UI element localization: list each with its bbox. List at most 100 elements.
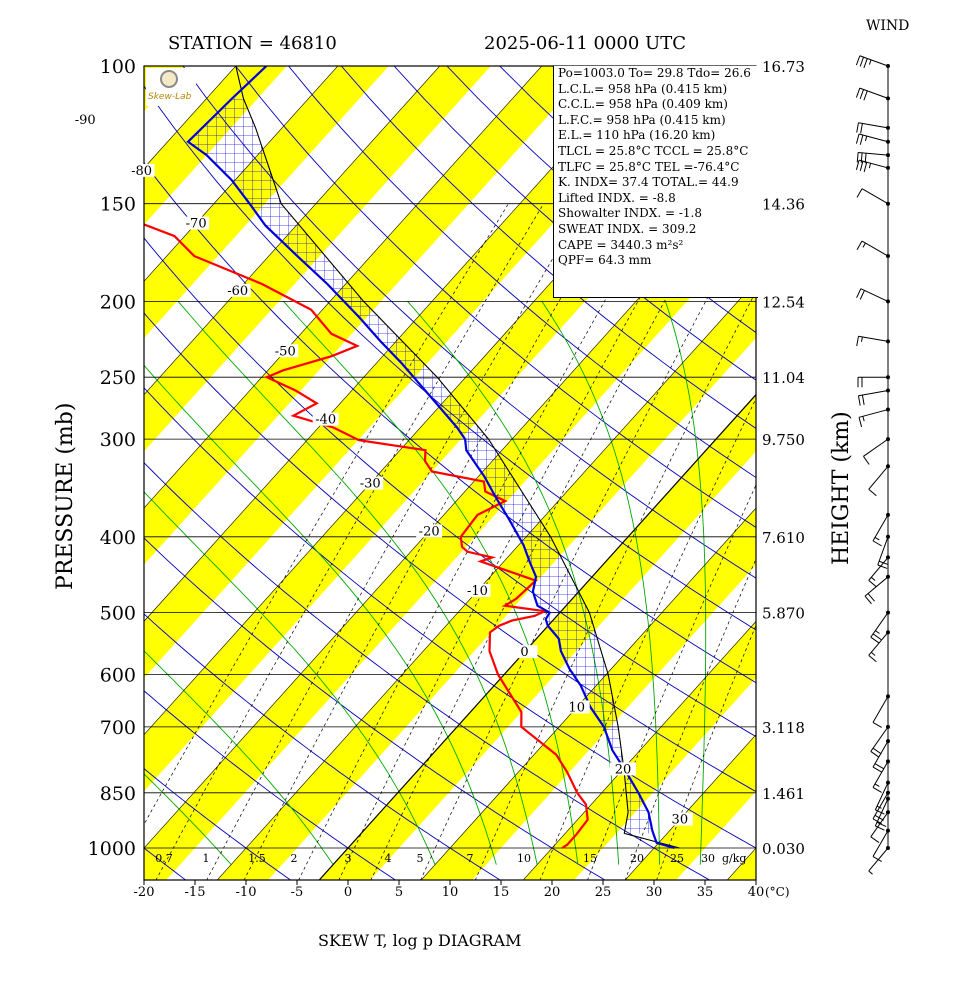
mixing-ratio-label: 30 bbox=[701, 852, 715, 865]
mixing-ratio-line bbox=[144, 203, 509, 826]
mixing-ratio-label: 2 bbox=[291, 852, 298, 865]
wind-barb-flag bbox=[860, 123, 863, 134]
isotherm-label-bg bbox=[183, 216, 210, 230]
wind-barb bbox=[870, 610, 890, 644]
x-unit-label: (°C) bbox=[765, 885, 790, 899]
wind-barb bbox=[870, 724, 890, 758]
isotherm-label: -60 bbox=[227, 284, 248, 299]
wind-barb-flag bbox=[856, 288, 862, 299]
moist-adiabat bbox=[541, 301, 660, 865]
x-tick-label: 5 bbox=[395, 885, 403, 900]
dry-adiabat bbox=[182, 66, 756, 579]
wind-barb bbox=[872, 828, 890, 862]
wind-barb-staff bbox=[861, 188, 889, 205]
mixing-ratio-line bbox=[370, 203, 719, 880]
wind-barb bbox=[868, 630, 890, 663]
index-line: SWEAT INDX. = 309.2 bbox=[558, 221, 697, 236]
mixing-ratio-label: 25 bbox=[670, 852, 684, 865]
wind-barb-flag bbox=[875, 809, 885, 815]
isotherm-label: -50 bbox=[275, 344, 296, 359]
wind-barb bbox=[856, 288, 890, 304]
cape-area bbox=[191, 98, 654, 834]
height-label: 16.73 bbox=[762, 58, 805, 76]
isotherm-line bbox=[144, 66, 543, 509]
isotherm-label-bg bbox=[511, 645, 538, 659]
wind-barb-staff bbox=[872, 792, 889, 820]
wind-barb-flag bbox=[855, 160, 860, 170]
wind-barb bbox=[872, 739, 890, 773]
wind-barb-staff bbox=[870, 612, 889, 638]
temperature-trace bbox=[186, 66, 675, 850]
wind-barb-flag bbox=[856, 240, 863, 250]
wind-barb bbox=[874, 796, 890, 831]
wind-barb-staff bbox=[868, 465, 889, 490]
pressure-label: 600 bbox=[100, 665, 136, 687]
isotherm-band bbox=[0, 30, 13, 880]
isotherm-label: -90 bbox=[75, 113, 96, 128]
wind-barb-staff bbox=[872, 696, 889, 723]
dry-adiabat bbox=[235, 66, 756, 528]
height-label: 0.030 bbox=[762, 840, 805, 858]
wind-barb-flag bbox=[863, 58, 868, 69]
wind-barb-flag bbox=[872, 786, 882, 793]
wind-barb-flag bbox=[874, 536, 880, 541]
mixing-ratio-label: 1 bbox=[203, 852, 210, 865]
pressure-label: 150 bbox=[100, 194, 136, 216]
isotherm-label-bg bbox=[464, 584, 491, 598]
wind-barb bbox=[856, 122, 890, 134]
wind-barb-flag bbox=[870, 836, 880, 843]
dry-adiabat bbox=[144, 768, 292, 880]
dry-adiabat bbox=[288, 66, 756, 479]
wind-barb-flag bbox=[875, 825, 885, 831]
wind-barb-flag bbox=[856, 188, 863, 198]
mixing-ratio-label: 5 bbox=[417, 852, 424, 865]
wind-barb-flag bbox=[874, 763, 884, 770]
wind-barb-flag bbox=[855, 133, 860, 144]
wind-barb-flag bbox=[870, 576, 876, 581]
wind-barb bbox=[855, 159, 890, 173]
wind-barb-staff bbox=[858, 335, 889, 342]
wind-barb-flag bbox=[856, 336, 859, 347]
wind-barb bbox=[855, 55, 890, 69]
height-label: 12.54 bbox=[762, 293, 805, 311]
wind-barb-flag bbox=[872, 747, 882, 755]
index-line: L.F.C.= 958 hPa (0.415 km) bbox=[558, 112, 726, 127]
isotherm-label-bg bbox=[312, 412, 339, 426]
x-tick-label: 30 bbox=[646, 885, 663, 900]
seal-icon bbox=[160, 70, 178, 88]
dewpoint-trace bbox=[144, 223, 589, 849]
wind-barb bbox=[858, 407, 890, 428]
x-tick-label: 15 bbox=[493, 885, 510, 900]
moist-adiabat bbox=[283, 301, 579, 865]
isotherm-label-bg bbox=[72, 113, 99, 127]
isotherm-band bbox=[144, 168, 756, 880]
wind-barb-flag bbox=[856, 122, 859, 133]
mixing-ratio-label: 20 bbox=[630, 852, 644, 865]
isotherm-label: -20 bbox=[419, 524, 440, 539]
pressure-label: 200 bbox=[100, 291, 136, 313]
pressure-label: 850 bbox=[100, 783, 136, 805]
pressure-label: 500 bbox=[100, 603, 136, 625]
isotherm-line bbox=[318, 393, 756, 880]
wind-barb bbox=[877, 534, 890, 569]
pressure-label: 1000 bbox=[88, 838, 136, 860]
wind-barb-staff bbox=[863, 438, 889, 457]
index-line: L.C.L.= 958 hPa (0.415 km) bbox=[558, 81, 728, 96]
isotherm-label-bg bbox=[563, 700, 590, 714]
pressure-label: 250 bbox=[100, 367, 136, 389]
wind-barb-flag bbox=[876, 821, 887, 827]
wind-barb-flag bbox=[874, 783, 880, 787]
mixing-ratio-label: 3 bbox=[345, 852, 352, 865]
wind-barb-flag bbox=[859, 89, 865, 100]
pressure-label: 400 bbox=[100, 527, 136, 549]
mixing-ratio-label: 0.7 bbox=[155, 852, 173, 865]
isotherm-band bbox=[144, 66, 491, 452]
wind-barb bbox=[855, 133, 890, 145]
wind-barb bbox=[872, 512, 890, 547]
wind-barb-flag bbox=[855, 87, 861, 98]
wind-barb-flag bbox=[872, 856, 882, 862]
wind-barb-staff bbox=[868, 847, 889, 872]
wind-barb-flag bbox=[861, 336, 863, 342]
wind-barb-staff bbox=[859, 55, 889, 67]
height-label: 5.870 bbox=[762, 605, 805, 623]
